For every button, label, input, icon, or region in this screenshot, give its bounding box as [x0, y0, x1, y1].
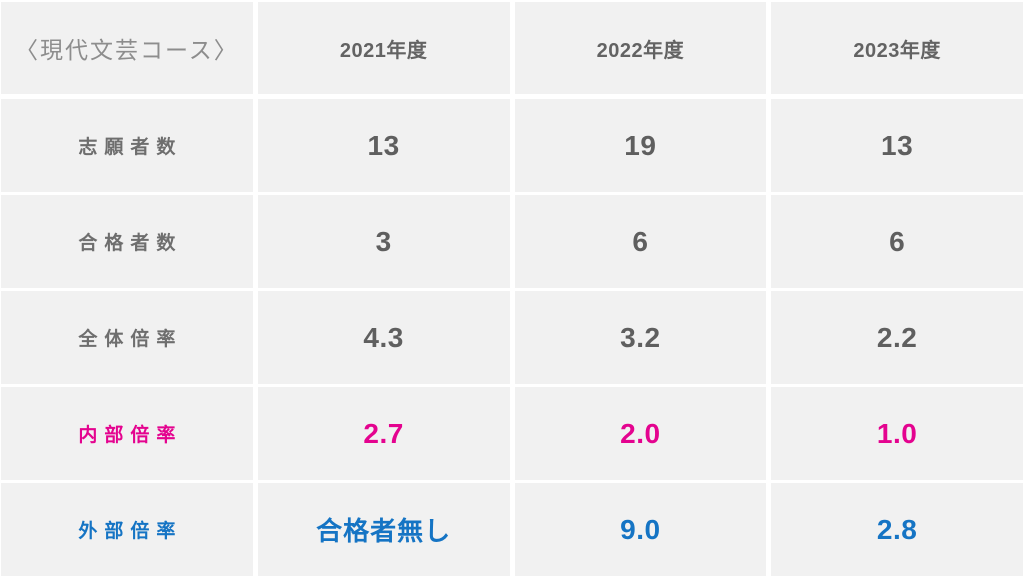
year-header-2023: 2023年度 [771, 2, 1023, 96]
applicants-2021-cell: 13 [257, 99, 510, 192]
accepted-2022-cell: 6 [514, 195, 767, 288]
row-label-applicants-cell: 志願者数 [1, 99, 253, 192]
course-title-cell: 〈現代文芸コース〉 [1, 2, 253, 96]
applicants-2023-cell: 13 [771, 99, 1023, 192]
external-ratio-2023-cell: 2.8 [771, 483, 1023, 576]
accepted-2021-value: 3 [375, 225, 392, 257]
external-ratio-2021-cell: 合格者無し [257, 483, 510, 576]
row-label-overall-ratio: 全体倍率 [78, 329, 183, 350]
external-ratio-2021-value: 合格者無し [316, 516, 452, 546]
internal-ratio-2022-value: 2.0 [620, 417, 661, 449]
applicants-2021-value: 13 [367, 129, 400, 161]
accepted-2021-cell: 3 [257, 195, 510, 288]
accepted-2023-cell: 6 [771, 195, 1023, 288]
course-title: 〈現代文芸コース〉 [14, 37, 239, 63]
overall-ratio-2022-cell: 3.2 [514, 291, 767, 384]
accepted-2022-value: 6 [632, 225, 649, 257]
applicants-2022-cell: 19 [514, 99, 767, 192]
overall-ratio-2023-value: 2.2 [876, 321, 918, 353]
year-header-2021: 2021年度 [257, 2, 510, 96]
row-label-external-ratio: 外部倍率 [78, 521, 183, 542]
row-label-external-ratio-cell: 外部倍率 [1, 483, 253, 576]
internal-ratio-2023-value: 1.0 [876, 417, 918, 449]
row-label-internal-ratio: 内部倍率 [78, 425, 183, 446]
year-header-label: 2023年度 [853, 39, 941, 62]
row-label-applicants: 志願者数 [78, 137, 183, 158]
external-ratio-2022-cell: 9.0 [514, 483, 767, 576]
applicants-2023-value: 13 [881, 129, 914, 161]
overall-ratio-2023-cell: 2.2 [771, 291, 1023, 384]
internal-ratio-2023-cell: 1.0 [771, 387, 1023, 480]
row-label-accepted: 合格者数 [78, 233, 183, 254]
row-label-accepted-cell: 合格者数 [1, 195, 253, 288]
internal-ratio-2021-value: 2.7 [363, 417, 404, 449]
year-header-label: 2021年度 [339, 39, 428, 62]
row-label-internal-ratio-cell: 内部倍率 [1, 387, 253, 480]
overall-ratio-2021-value: 4.3 [363, 321, 404, 353]
external-ratio-2022-value: 9.0 [620, 513, 661, 545]
external-ratio-2023-value: 2.8 [876, 513, 918, 545]
row-label-overall-ratio-cell: 全体倍率 [1, 291, 253, 384]
year-header-2022: 2022年度 [514, 2, 767, 96]
internal-ratio-2022-cell: 2.0 [514, 387, 767, 480]
overall-ratio-2022-value: 3.2 [620, 321, 661, 353]
internal-ratio-2021-cell: 2.7 [257, 387, 510, 480]
year-header-label: 2022年度 [596, 39, 685, 62]
accepted-2023-value: 6 [889, 225, 906, 257]
applicants-2022-value: 19 [624, 129, 657, 161]
overall-ratio-2021-cell: 4.3 [257, 291, 510, 384]
